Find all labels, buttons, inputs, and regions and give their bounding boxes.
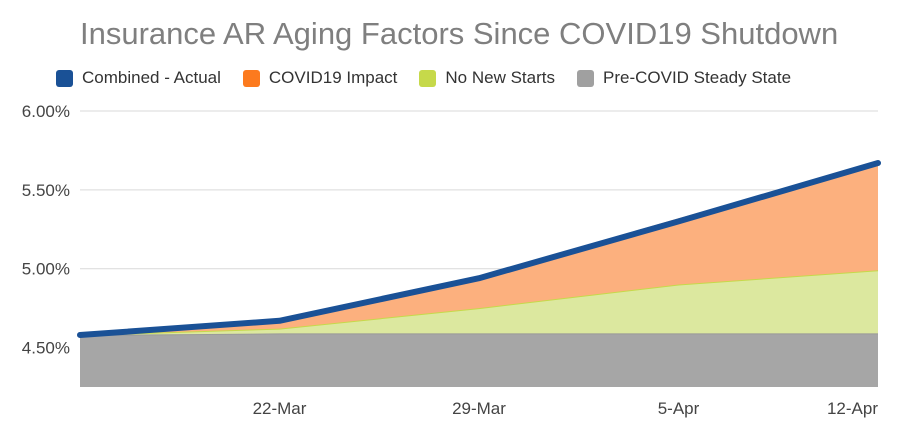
- legend-swatch: [242, 69, 260, 87]
- legend-item-pre-covid-steady-state: Pre-COVID Steady State: [577, 68, 791, 88]
- legend-label: Combined - Actual: [82, 68, 221, 87]
- y-tick-label: 5.50%: [22, 181, 70, 200]
- area-no-new-starts: [80, 270, 878, 335]
- y-tick-label: 5.00%: [22, 260, 70, 279]
- x-tick-label: 22-Mar: [253, 399, 307, 418]
- line-combined-actual: [77, 160, 881, 338]
- legend-item-covid19-impact: COVID19 Impact: [242, 68, 398, 88]
- legend-swatch: [419, 69, 437, 87]
- x-tick-label: 5-Apr: [658, 399, 700, 418]
- chart-legend: Combined - Actual COVID19 Impact No New St…: [56, 66, 813, 90]
- y-tick-label: 6.00%: [22, 102, 70, 121]
- x-tick-label: 12-Apr: [827, 399, 878, 418]
- legend-label: No New Starts: [445, 68, 555, 87]
- area-covid19-impact: [80, 163, 878, 335]
- legend-swatch: [577, 69, 594, 87]
- x-tick-label: 29-Mar: [452, 399, 506, 418]
- legend-item-combined-actual: Combined - Actual: [56, 68, 221, 88]
- chart-title: Insurance AR Aging Factors Since COVID19…: [80, 16, 839, 51]
- legend-label: COVID19 Impact: [268, 68, 398, 87]
- area-pre-covid-steady-state: [80, 333, 878, 387]
- y-tick-label: 4.50%: [22, 339, 70, 358]
- legend-swatch: [56, 69, 73, 87]
- legend-label: Pre-COVID Steady State: [603, 68, 792, 87]
- legend-item-no-new-starts: No New Starts: [419, 68, 555, 88]
